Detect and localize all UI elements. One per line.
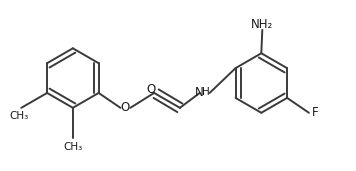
Text: H: H xyxy=(202,87,210,97)
Text: N: N xyxy=(195,86,204,99)
Text: O: O xyxy=(147,83,156,96)
Text: CH₃: CH₃ xyxy=(63,142,83,152)
Text: F: F xyxy=(312,106,318,119)
Text: O: O xyxy=(121,101,130,114)
Text: NH₂: NH₂ xyxy=(251,18,273,31)
Text: CH₃: CH₃ xyxy=(10,111,29,121)
